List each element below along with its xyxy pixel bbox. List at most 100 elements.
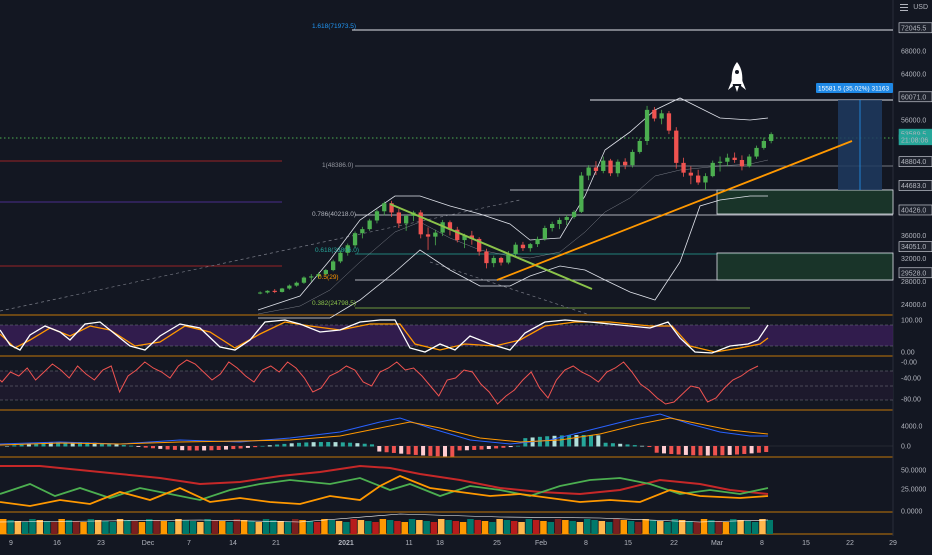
volume-heat-bar xyxy=(569,521,576,534)
macd-histogram-bar xyxy=(450,446,455,457)
candle-body xyxy=(447,222,453,230)
volume-heat-bar xyxy=(678,520,686,534)
candle-body xyxy=(455,229,460,241)
volume-heat-bar xyxy=(635,522,642,534)
candle-body xyxy=(688,172,693,176)
price-tag-box xyxy=(898,241,932,253)
macd-histogram-bar xyxy=(742,446,747,454)
macd-histogram-bar xyxy=(70,442,75,447)
candle-body xyxy=(338,252,343,262)
candle-body xyxy=(382,203,387,212)
candle-body xyxy=(550,223,555,228)
volume-heat-bar xyxy=(58,519,65,534)
price-tag-label: 40426.0 xyxy=(901,207,926,214)
candle-body xyxy=(739,160,745,167)
macd-histogram-bar xyxy=(311,442,316,447)
volume-heat-bar xyxy=(313,522,321,534)
time-axis-label: 29 xyxy=(889,540,897,547)
volume-heat-bar xyxy=(722,522,730,534)
macd-histogram-bar xyxy=(216,446,221,450)
volume-heat-bar xyxy=(474,520,481,534)
time-axis-label: 11 xyxy=(405,540,412,547)
macd-histogram-bar xyxy=(12,445,17,447)
macd-histogram-bar xyxy=(78,442,82,447)
volume-heat-bar xyxy=(452,521,460,534)
macd-histogram-bar xyxy=(508,446,513,448)
macd-histogram-bar xyxy=(486,446,491,450)
candle-body xyxy=(323,270,328,275)
ascending-trendline xyxy=(496,140,853,281)
price-tag-box xyxy=(898,22,932,34)
volume-heat-bar xyxy=(584,519,591,534)
descending-trendline xyxy=(389,203,593,290)
macd-histogram-bar xyxy=(194,446,199,451)
volume-heat-bar xyxy=(211,520,219,534)
volume-heat-bar xyxy=(408,519,416,534)
candle-body xyxy=(287,285,292,289)
price-tag-label: 44683.0 xyxy=(901,183,926,190)
candle-body xyxy=(506,253,511,263)
volume-heat-bar xyxy=(0,519,7,534)
price-axis-label: 32000.0 xyxy=(901,256,926,263)
candle-body xyxy=(769,134,774,141)
volume-heat-bar xyxy=(489,522,496,534)
candle-body xyxy=(747,156,752,167)
volume-heat-bar xyxy=(598,521,606,534)
volume-heat-bar xyxy=(744,521,752,534)
macd-histogram-bar xyxy=(632,445,637,447)
candle-body xyxy=(462,235,467,241)
macd-histogram-bar xyxy=(713,446,718,456)
time-axis-label: Feb xyxy=(535,540,547,547)
time-axis-label: 23 xyxy=(97,540,105,547)
stoch-k-line xyxy=(0,319,769,354)
time-axis-label: 25 xyxy=(493,540,501,547)
macd-histogram-bar xyxy=(654,446,659,453)
hamburger-icon[interactable] xyxy=(900,2,908,11)
volume-heat-bar xyxy=(394,521,401,534)
volume-heat-bar xyxy=(540,521,547,534)
macd-histogram-bar xyxy=(749,446,754,454)
macd-histogram-bar xyxy=(494,446,499,449)
candle-body xyxy=(491,257,496,264)
currency-label[interactable]: USD xyxy=(913,4,928,11)
candle-body xyxy=(601,160,606,171)
volume-heat-bar xyxy=(36,520,43,534)
macd-histogram-bar xyxy=(260,445,265,447)
candle-body xyxy=(258,292,263,294)
volume-heat-bar xyxy=(532,520,540,534)
macd-histogram-bar xyxy=(640,445,645,447)
price-tag-box xyxy=(898,156,932,168)
volume-heat-bar xyxy=(138,522,146,534)
candle-body xyxy=(352,233,358,246)
price-axis-label: 64000.0 xyxy=(901,72,926,79)
indicator-axis-label: 0.00 xyxy=(901,350,915,357)
macd-histogram-bar xyxy=(275,444,280,447)
williams-r-line xyxy=(0,359,759,405)
volume-heat-bar xyxy=(357,520,365,534)
time-axis-label: 15 xyxy=(624,540,632,547)
time-axis-label: 18 xyxy=(436,540,444,547)
volume-heat-bar xyxy=(591,520,598,534)
macd-histogram-bar xyxy=(318,442,323,447)
volume-heat-bar xyxy=(430,522,438,534)
price-tag-box xyxy=(898,134,932,146)
volume-heat-bar xyxy=(116,519,124,534)
macd-histogram-bar xyxy=(735,446,739,455)
macd-histogram-bar xyxy=(662,446,666,454)
volume-heat-bar xyxy=(131,521,138,534)
candle-body xyxy=(637,140,642,152)
candle-body xyxy=(528,244,533,249)
macd-histogram-bar xyxy=(705,446,710,456)
macd-histogram-bar xyxy=(238,446,243,449)
macd-histogram-bar xyxy=(691,446,696,456)
candle-body xyxy=(331,261,336,271)
macd-histogram-bar xyxy=(406,446,411,455)
macd-histogram-bar xyxy=(224,446,228,450)
candle-body xyxy=(433,232,438,237)
macd-histogram-bar xyxy=(158,446,163,449)
macd-histogram-bar xyxy=(457,446,462,451)
volume-heat-bar xyxy=(80,522,87,534)
macd-histogram-bar xyxy=(391,446,396,453)
